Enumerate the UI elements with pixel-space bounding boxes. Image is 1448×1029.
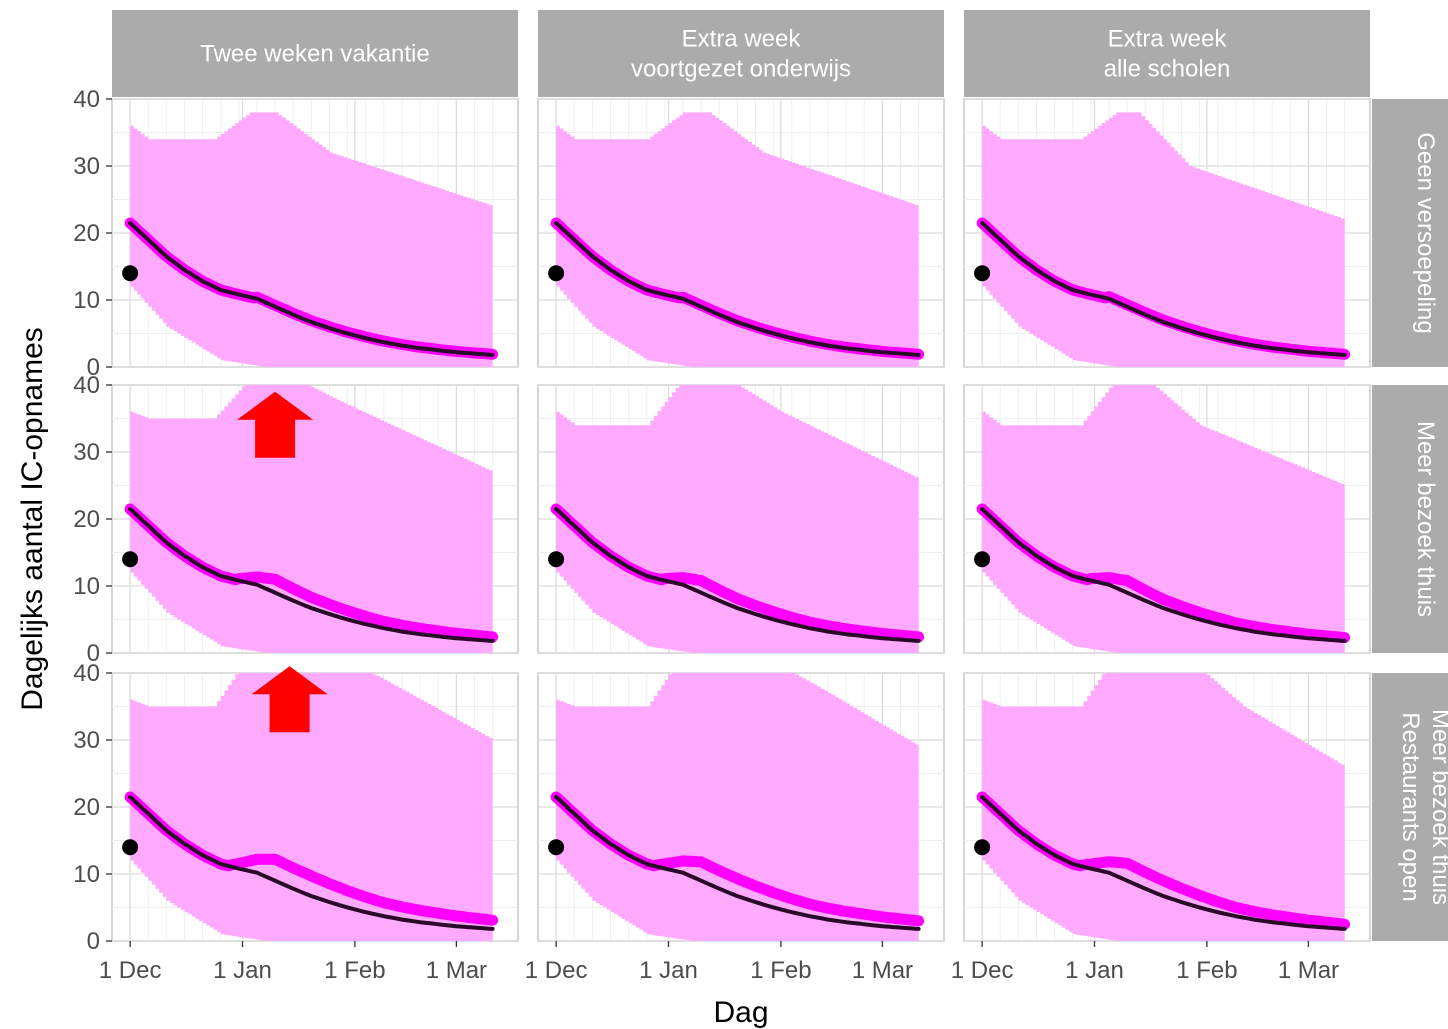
x-tick-label: 1 Feb — [1176, 957, 1237, 984]
facet-panel: 0 10 20 30 40 — [73, 86, 519, 381]
observed-point — [974, 265, 991, 282]
row-strip-label: Restaurants open — [1397, 712, 1424, 901]
uncertainty-band — [982, 112, 1345, 367]
row-strip-bg — [1372, 99, 1448, 367]
x-tick-label: 1 Feb — [324, 957, 385, 984]
row-strip-label: Meer bezoek thuis — [1427, 709, 1448, 905]
x-tick-label: 1 Dec — [951, 957, 1014, 984]
baseline-line — [980, 221, 1347, 357]
observed-point — [974, 839, 991, 856]
uncertainty-band — [982, 673, 1345, 941]
column-strip-bg — [112, 10, 518, 97]
row-strip: Geen versoepeling — [1372, 99, 1448, 367]
facet-panel: 0 10 20 30 40 1 Dec 1 Jan 1 Feb 1 Mar — [73, 660, 519, 984]
panel-content — [550, 112, 925, 367]
y-tick-label: 0 — [87, 354, 100, 381]
facet-panel: 1 Dec 1 Jan 1 Feb 1 Mar — [951, 672, 1371, 984]
baseline-line — [128, 221, 495, 357]
column-strip: Twee weken vakantie — [112, 10, 518, 97]
panel-content — [550, 673, 925, 941]
panel-content — [976, 112, 1351, 367]
column-strip: Extra week alle scholen — [964, 10, 1370, 97]
y-tick-label: 20 — [73, 794, 100, 821]
column-strip-bg — [964, 10, 1370, 97]
facet-panel — [963, 98, 1371, 368]
facet-panel — [963, 384, 1371, 654]
baseline-line — [980, 795, 1347, 931]
uncertainty-band — [556, 112, 919, 367]
observed-point — [548, 839, 565, 856]
row-strip-label: Meer bezoek thuis — [1412, 421, 1439, 617]
y-tick-label: 40 — [73, 372, 100, 399]
row-strip-label: Geen versoepeling — [1412, 132, 1439, 333]
y-tick-label: 30 — [73, 439, 100, 466]
column-strip-bg — [538, 10, 944, 97]
panel-content — [124, 385, 499, 653]
row-strip-bg — [1372, 673, 1448, 941]
x-tick-label: 1 Mar — [426, 957, 487, 984]
y-tick-label: 40 — [73, 86, 100, 113]
panel-content — [124, 673, 499, 941]
y-tick-label: 20 — [73, 220, 100, 247]
y-tick-label: 0 — [87, 640, 100, 667]
uncertainty-band — [556, 385, 919, 653]
facet-panel: 1 Dec 1 Jan 1 Feb 1 Mar — [525, 672, 945, 984]
x-tick-label: 1 Jan — [213, 957, 272, 984]
row-strip: Meer bezoek thuis — [1372, 385, 1448, 653]
observed-point — [548, 265, 565, 282]
x-tick-label: 1 Mar — [1278, 957, 1339, 984]
x-axis-title: Dag — [713, 996, 768, 1029]
y-axis-title: Dagelijks aantal IC-opnames — [16, 327, 49, 711]
row-strip-bg — [1372, 385, 1448, 653]
up-arrow-icon — [251, 666, 328, 733]
baseline-line — [128, 507, 495, 643]
column-strip-label: Twee weken vakantie — [200, 41, 429, 68]
facet-panel: 0 10 20 30 40 — [73, 372, 519, 667]
y-tick-label: 20 — [73, 506, 100, 533]
x-tick-label: 1 Dec — [525, 957, 588, 984]
baseline-line — [554, 221, 921, 357]
facet-panel — [537, 98, 945, 368]
y-tick-label: 0 — [87, 928, 100, 955]
panel-content — [976, 385, 1351, 653]
y-tick-label: 10 — [73, 861, 100, 888]
observed-point — [122, 265, 139, 282]
uncertainty-band — [130, 673, 493, 941]
uncertainty-band — [130, 385, 493, 653]
up-arrow-icon — [237, 391, 314, 458]
panel-content — [550, 385, 925, 653]
baseline-line — [554, 795, 921, 931]
observed-point — [548, 551, 565, 568]
observed-point — [122, 551, 139, 568]
panel-content — [124, 112, 499, 367]
y-tick-label: 10 — [73, 287, 100, 314]
x-tick-label: 1 Jan — [1065, 957, 1124, 984]
x-tick-label: 1 Jan — [639, 957, 698, 984]
uncertainty-band — [556, 673, 919, 941]
uncertainty-band — [130, 112, 493, 367]
y-tick-label: 30 — [73, 153, 100, 180]
y-tick-label: 10 — [73, 573, 100, 600]
column-strip-label: voortgezet onderwijs — [631, 56, 851, 83]
x-tick-label: 1 Feb — [750, 957, 811, 984]
facet-panel — [537, 384, 945, 654]
uncertainty-band — [982, 385, 1345, 653]
column-strip-label: alle scholen — [1104, 56, 1231, 83]
observed-point — [122, 839, 139, 856]
baseline-line — [128, 795, 495, 931]
column-strip: Extra week voortgezet onderwijs — [538, 10, 944, 97]
baseline-line — [554, 507, 921, 643]
column-strip-label: Extra week — [682, 26, 802, 53]
observed-point — [974, 551, 991, 568]
plot-area: Twee weken vakantie Extra week voortgezet … — [73, 10, 1448, 984]
panel-content — [976, 673, 1351, 941]
x-tick-label: 1 Dec — [99, 957, 162, 984]
y-tick-label: 40 — [73, 660, 100, 687]
baseline-line — [980, 507, 1347, 643]
x-tick-label: 1 Mar — [852, 957, 913, 984]
y-tick-label: 30 — [73, 727, 100, 754]
column-strip-label: Extra week — [1108, 26, 1228, 53]
